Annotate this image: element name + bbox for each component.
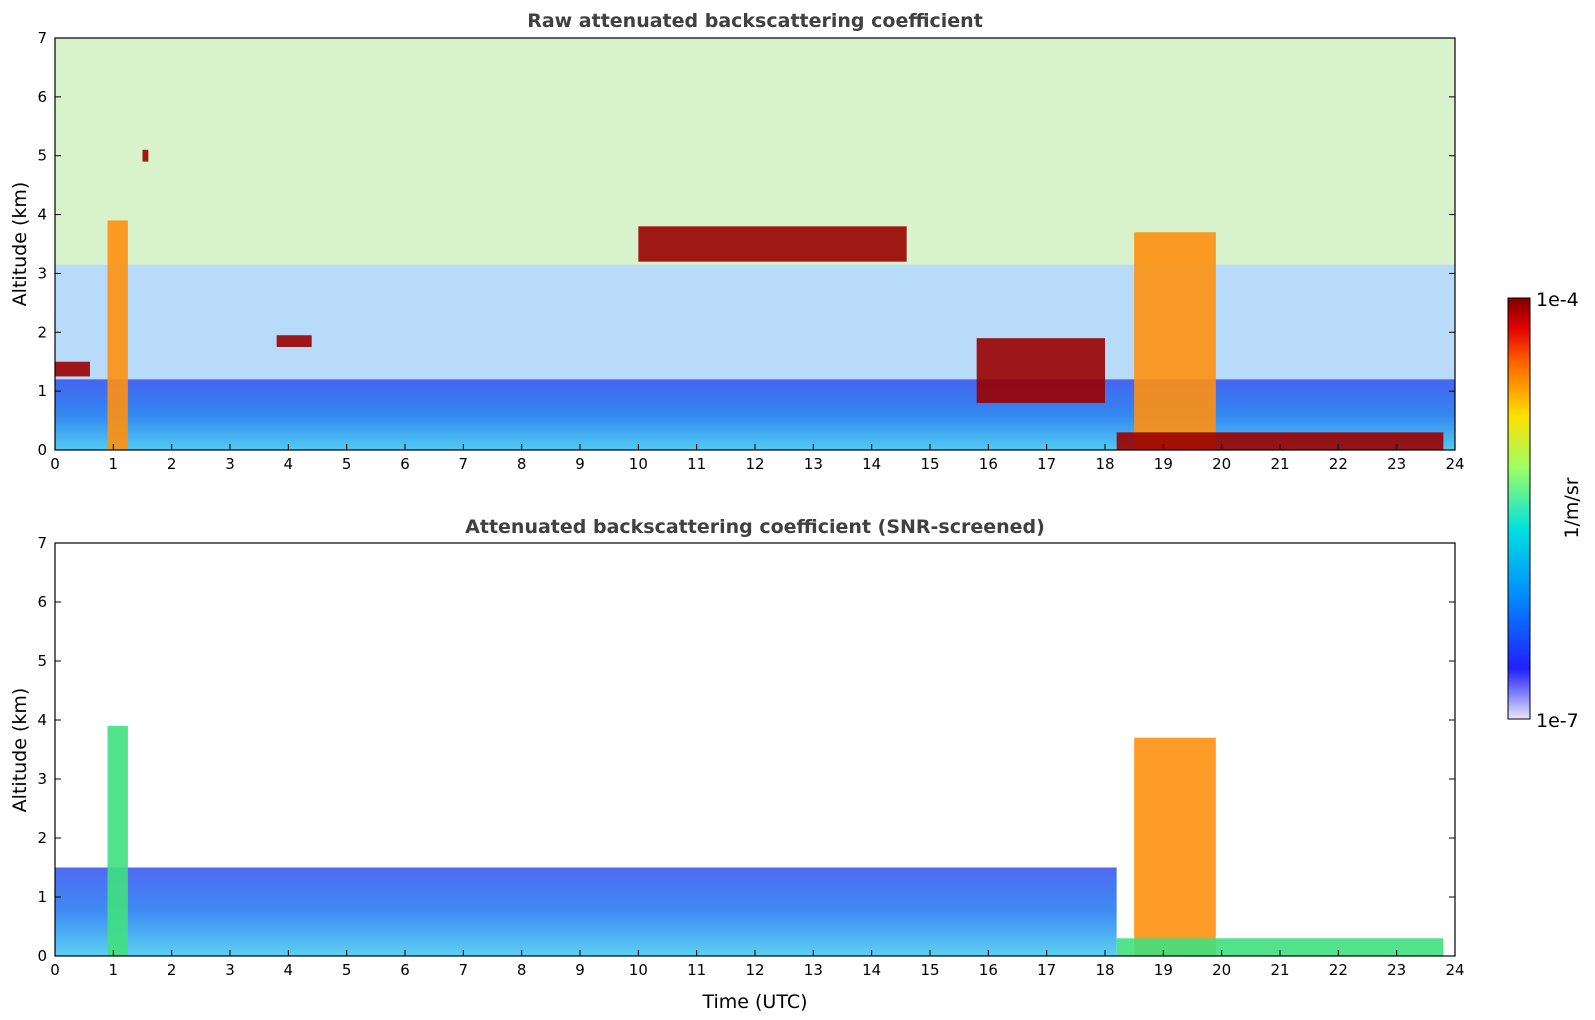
x-tick-label: 13: [804, 961, 823, 979]
y-tick-label: 3: [37, 770, 47, 788]
y-tick-label: 7: [37, 534, 47, 552]
x-tick-label: 19: [1154, 961, 1173, 979]
x-tick-label: 6: [400, 455, 410, 473]
x-tick-label: 12: [745, 455, 764, 473]
feature-surface-layer: [1116, 938, 1444, 956]
x-tick-label: 12: [745, 961, 764, 979]
x-tick-label: 3: [225, 961, 235, 979]
heatmap-area: [55, 38, 1455, 450]
x-tick-label: 4: [284, 961, 294, 979]
y-tick-label: 3: [37, 264, 47, 282]
y-axis: 0 1 2 3 4 5 6 7: [37, 29, 1455, 459]
x-axis: 0 1 2 3 4 5 6 7 8 9 10 11 12 13 14 15 16 17 18 19 20 21 22 23 24: [50, 950, 1465, 979]
y-tick-label: 5: [37, 147, 47, 165]
panel-title: Raw attenuated backscattering coefficien…: [527, 10, 983, 32]
feature-cirrus: [638, 226, 907, 262]
x-tick-label: 10: [629, 961, 648, 979]
feature-low-cloud: [55, 361, 90, 377]
y-tick-label: 6: [37, 88, 47, 106]
x-tick-label: 11: [687, 455, 706, 473]
x-tick-label: 22: [1329, 961, 1348, 979]
x-tick-label: 0: [50, 961, 60, 979]
y-axis-label: Altitude (km): [9, 182, 31, 307]
colorbar: 1e-4 1e-7 1/m/sr: [1507, 289, 1583, 732]
x-tick-label: 15: [920, 961, 939, 979]
snr-screened-panel: Attenuated backscattering coefficient (S…: [9, 516, 1465, 1013]
x-tick-label: 16: [979, 961, 998, 979]
x-tick-label: 23: [1387, 455, 1406, 473]
x-tick-label: 5: [342, 455, 352, 473]
x-tick-label: 15: [920, 455, 939, 473]
y-tick-label: 5: [37, 652, 47, 670]
x-tick-label: 14: [862, 455, 881, 473]
feature-cloud: [142, 149, 149, 162]
x-tick-label: 21: [1270, 961, 1289, 979]
feature-precipitation: [1134, 232, 1216, 450]
x-tick-label: 11: [687, 961, 706, 979]
x-tick-label: 9: [575, 961, 585, 979]
heatmap-area: [55, 725, 1444, 956]
x-axis: 0 1 2 3 4 5 6 7 8 9 10 11 12 13 14 15 16 17 18 19 20 21 22 23 24: [50, 444, 1465, 473]
x-tick-label: 10: [629, 455, 648, 473]
y-tick-label: 7: [37, 29, 47, 47]
x-tick-label: 2: [167, 961, 177, 979]
y-tick-label: 6: [37, 593, 47, 611]
x-tick-label: 0: [50, 455, 60, 473]
x-tick-label: 4: [284, 455, 294, 473]
x-tick-label: 18: [1095, 455, 1114, 473]
x-tick-label: 17: [1037, 455, 1056, 473]
x-axis-label: Time (UTC): [701, 991, 807, 1013]
feature-boundary-layer: [55, 867, 1117, 956]
x-tick-label: 23: [1387, 961, 1406, 979]
x-tick-label: 20: [1212, 455, 1231, 473]
y-tick-label: 0: [37, 441, 47, 459]
feature-sloping-cloud: [976, 338, 1105, 403]
x-tick-label: 18: [1095, 961, 1114, 979]
y-axis-label: Altitude (km): [9, 688, 31, 813]
feature-precipitation: [1134, 737, 1216, 956]
x-tick-label: 16: [979, 455, 998, 473]
colorbar-max-label: 1e-4: [1536, 289, 1579, 311]
panel-title: Attenuated backscattering coefficient (S…: [465, 516, 1045, 538]
colorbar-unit-label: 1/m/sr: [1561, 477, 1583, 538]
colorbar-min-label: 1e-7: [1536, 710, 1579, 732]
x-tick-label: 13: [804, 455, 823, 473]
feature-precipitation: [107, 220, 128, 450]
feature-surface-layer: [1116, 432, 1444, 450]
x-tick-label: 1: [109, 961, 119, 979]
x-tick-label: 20: [1212, 961, 1231, 979]
x-tick-label: 6: [400, 961, 410, 979]
y-tick-label: 2: [37, 829, 47, 847]
x-tick-label: 8: [517, 961, 527, 979]
feature-cloud: [276, 335, 312, 347]
x-tick-label: 7: [459, 455, 469, 473]
y-tick-label: 1: [37, 382, 47, 400]
y-tick-label: 2: [37, 323, 47, 341]
x-tick-label: 21: [1270, 455, 1289, 473]
x-tick-label: 22: [1329, 455, 1348, 473]
x-tick-label: 17: [1037, 961, 1056, 979]
y-tick-label: 4: [37, 206, 47, 224]
feature-precipitation: [107, 725, 128, 956]
x-tick-label: 14: [862, 961, 881, 979]
x-tick-label: 2: [167, 455, 177, 473]
y-tick-label: 0: [37, 947, 47, 965]
y-tick-label: 4: [37, 711, 47, 729]
x-tick-label: 1: [109, 455, 119, 473]
x-tick-label: 3: [225, 455, 235, 473]
y-axis: 0 1 2 3 4 5 6 7: [37, 534, 1455, 965]
colorbar-gradient: [1507, 297, 1531, 720]
x-tick-label: 24: [1445, 455, 1464, 473]
y-tick-label: 1: [37, 888, 47, 906]
x-tick-label: 7: [459, 961, 469, 979]
raw-backscatter-panel: Raw attenuated backscattering coefficien…: [9, 10, 1465, 473]
x-tick-label: 24: [1445, 961, 1464, 979]
x-tick-label: 9: [575, 455, 585, 473]
x-tick-label: 5: [342, 961, 352, 979]
x-tick-label: 8: [517, 455, 527, 473]
x-tick-label: 19: [1154, 455, 1173, 473]
